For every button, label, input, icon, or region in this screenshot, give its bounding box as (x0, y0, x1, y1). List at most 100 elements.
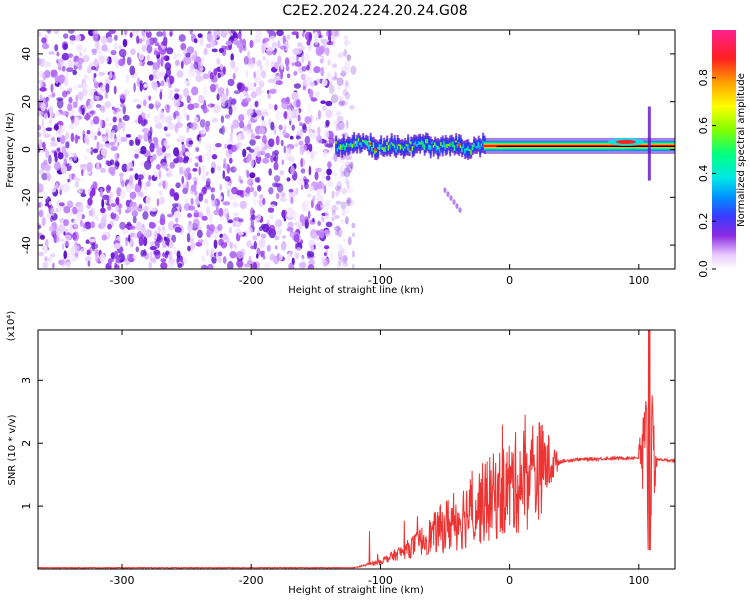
noise-blob (107, 122, 113, 127)
noise-blob (169, 161, 175, 169)
noise-blob (145, 180, 151, 187)
noise-blob (77, 189, 81, 195)
noise-blob (200, 128, 207, 135)
noise-blob (105, 160, 110, 165)
signal-peak (374, 148, 377, 151)
noise-blob (346, 180, 350, 190)
noise-blob (256, 86, 263, 96)
noise-blob (336, 175, 344, 185)
noise-blob (307, 264, 315, 269)
noise-blob (123, 89, 130, 96)
signal-mid (377, 144, 380, 156)
noise-blob (210, 187, 215, 193)
noise-blob (165, 67, 172, 78)
noise-blob (302, 200, 310, 208)
noise-blob (252, 235, 258, 241)
noise-blob (274, 104, 278, 111)
noise-blob (65, 90, 71, 95)
noise-blob (138, 52, 145, 61)
noise-blob (251, 214, 256, 221)
noise-blob (128, 234, 131, 243)
noise-blob (53, 124, 59, 131)
signal-core (383, 147, 386, 153)
signal-core (452, 141, 455, 148)
noise-blob (111, 55, 119, 63)
noise-blob (75, 34, 82, 42)
noise-blob (80, 247, 88, 255)
noise-blob (203, 99, 206, 109)
noise-blob (321, 171, 327, 180)
noise-blob (99, 84, 107, 93)
noise-blob (233, 166, 237, 171)
noise-blob (284, 57, 290, 67)
noise-blob (156, 70, 161, 78)
noise-blob (339, 155, 345, 163)
signal-peak (375, 149, 378, 151)
noise-blob (302, 124, 307, 134)
noise-blob (116, 108, 122, 119)
noise-blob (347, 186, 353, 194)
noise-blob (77, 44, 82, 53)
noise-blob (95, 40, 100, 50)
noise-blob (114, 42, 118, 51)
noise-blob (273, 149, 279, 156)
noise-blob (178, 135, 186, 143)
x-tick-label: 0 (506, 274, 513, 287)
noise-blob (320, 66, 325, 77)
noise-blob (260, 70, 267, 79)
noise-blob (86, 130, 91, 135)
noise-blob (182, 158, 189, 164)
noise-blob (112, 116, 117, 123)
noise-blob (220, 93, 228, 104)
noise-blob (275, 219, 283, 228)
noise-blob (337, 115, 344, 124)
noise-blob (245, 186, 251, 194)
noise-blob (316, 78, 321, 84)
noise-blob (185, 151, 191, 157)
noise-blob (294, 61, 302, 67)
noise-blob (52, 262, 55, 269)
noise-blob (245, 94, 250, 99)
noise-blob (313, 66, 321, 74)
noise-blob (236, 82, 242, 91)
noise-blob (222, 233, 228, 240)
noise-blob (201, 153, 205, 162)
noise-blob (243, 55, 249, 65)
signal-core (443, 141, 446, 148)
noise-blob (331, 63, 338, 68)
noise-blob (270, 155, 274, 163)
signal-peak (408, 148, 411, 151)
noise-blob (139, 80, 143, 86)
noise-blob (254, 177, 260, 183)
noise-blob (180, 60, 184, 69)
noise-blob (126, 184, 132, 193)
noise-blob (175, 217, 179, 223)
signal-mid (405, 143, 408, 153)
noise-blob (331, 39, 335, 47)
noise-blob (211, 154, 218, 160)
noise-blob (201, 255, 206, 262)
noise-blob (151, 81, 158, 91)
noise-blob (173, 53, 177, 60)
noise-blob (272, 150, 275, 157)
noise-blob (198, 193, 204, 202)
y-tick-label: 20 (20, 95, 33, 109)
noise-blob (204, 198, 209, 204)
noise-blob (183, 87, 190, 98)
y-tick-label: 1 (20, 503, 33, 510)
noise-blob (339, 166, 343, 176)
noise-blob (239, 179, 244, 184)
noise-blob (193, 61, 199, 70)
noise-blob (287, 147, 292, 155)
noise-blob (213, 104, 221, 114)
noise-blob (163, 236, 167, 241)
noise-blob (262, 157, 270, 164)
noise-blob (58, 84, 63, 90)
noise-blob (166, 47, 174, 55)
noise-blob (59, 188, 62, 196)
noise-blob (38, 138, 43, 149)
noise-blob (347, 236, 352, 246)
noise-blob (246, 130, 251, 136)
spectrogram-y-ticks: -40 -20 0 20 40 (20, 47, 675, 254)
noise-blob (139, 191, 144, 198)
